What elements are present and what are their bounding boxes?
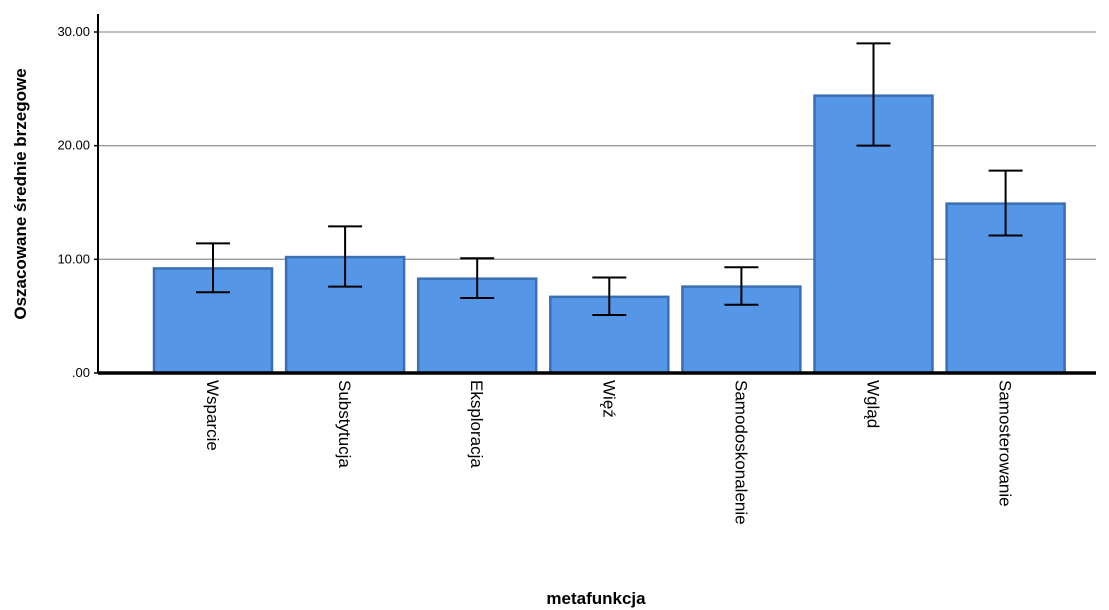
axes (97, 14, 1096, 375)
y-tick-labels: .00 10.00 20.00 30.00 (57, 24, 98, 380)
error-bars (196, 42, 1023, 317)
x-tick-label: Samodoskonalenie (731, 380, 750, 525)
y-tick-label: 20.00 (57, 138, 90, 153)
x-tick-label: Więź (599, 380, 618, 418)
x-tick-label: Substytucja (335, 380, 354, 468)
y-tick-label: .00 (72, 365, 90, 380)
y-tick-label: 30.00 (57, 24, 90, 39)
x-tick-labels: Wsparcie Substytucja Eksploracja Więź Samodo… (203, 380, 1015, 525)
x-axis-title: metafunkcja (546, 589, 646, 608)
y-axis-title: Oszacowane średnie brzegowe (11, 68, 30, 319)
error-bar (196, 242, 230, 294)
error-bar (856, 42, 891, 147)
x-tick-label: Samosterowanie (996, 380, 1015, 507)
error-bar (460, 257, 495, 299)
y-tick-label: 10.00 (57, 251, 90, 266)
x-tick-label: Eksploracja (467, 380, 486, 468)
error-bar (724, 266, 759, 306)
error-bar (988, 169, 1023, 237)
bars (152, 94, 1066, 375)
error-bar (592, 276, 627, 317)
x-tick-label: Wsparcie (203, 380, 222, 451)
x-tick-label: Wgląd (864, 380, 883, 428)
error-bar (328, 225, 363, 288)
